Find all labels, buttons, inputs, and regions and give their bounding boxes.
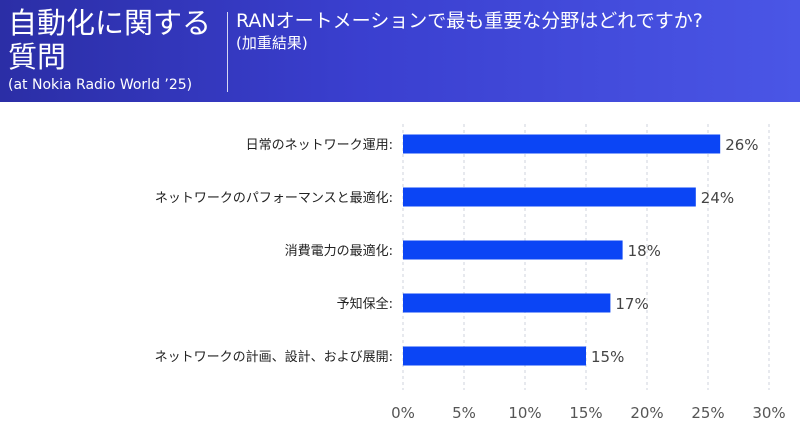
chart-svg: 0% 5% 10% 15% 20% 25% 30% 日常のネットワーク運用: 26% ネットワーク… [155, 124, 786, 422]
header-right: RANオートメーションで最も重要な分野はどれですか? (加重結果) [236, 9, 703, 53]
question-title: RANオートメーションで最も重要な分野はどれですか? [236, 10, 703, 32]
page-title: 自動化に関する質問 [8, 6, 212, 74]
bar-chart: 0% 5% 10% 15% 20% 25% 30% 日常のネットワーク運用: 26% ネットワーク… [0, 102, 800, 425]
x-tick-label-0: 0% [391, 404, 415, 422]
x-tick-label-5: 5% [452, 404, 476, 422]
x-tick-label-25: 25% [691, 404, 724, 422]
header-divider [227, 12, 228, 92]
x-tick-label-20: 20% [630, 404, 663, 422]
value-label: 26% [725, 136, 758, 154]
bar [403, 240, 623, 260]
category-label: 日常のネットワーク運用: [246, 138, 393, 153]
bar [403, 293, 611, 313]
header-banner: 自動化に関する質問 (at Nokia Radio World ’25) RAN… [0, 0, 800, 102]
category-label: 予知保全: [337, 296, 393, 312]
x-tick-label-10: 10% [508, 404, 541, 422]
category-label: ネットワークのパフォーマンスと最適化: [155, 190, 393, 206]
bar [403, 187, 696, 207]
x-tick-label-30: 30% [752, 404, 785, 422]
bar [403, 134, 721, 154]
value-label: 15% [591, 348, 624, 366]
header-left: 自動化に関する質問 (at Nokia Radio World ’25) [8, 6, 218, 94]
x-tick-label-15: 15% [569, 404, 602, 422]
bar [403, 346, 586, 366]
value-label: 18% [628, 242, 661, 260]
value-label: 17% [615, 295, 648, 313]
question-note: (加重結果) [236, 34, 308, 52]
value-label: 24% [701, 189, 734, 207]
page-subtitle: (at Nokia Radio World ’25) [8, 77, 193, 93]
category-label: ネットワークの計画、設計、および展開: [155, 349, 393, 365]
category-label: 消費電力の最適化: [285, 243, 393, 259]
